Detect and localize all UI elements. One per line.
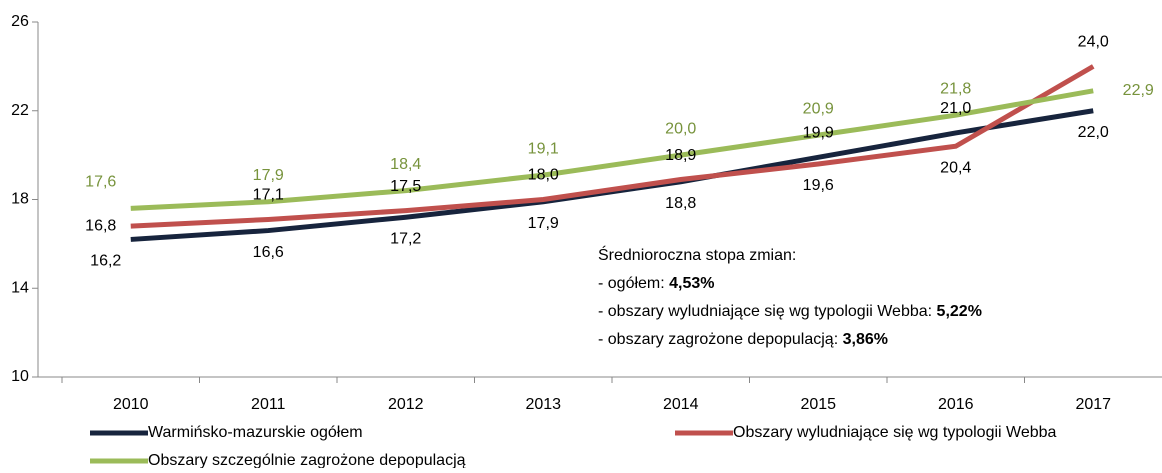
series-line — [130, 88, 1094, 211]
x-tick-label: 2011 — [251, 396, 286, 413]
data-label: 24,0 — [1078, 34, 1109, 51]
legend-label: Obszary wyludniające się wg typologii We… — [733, 424, 1057, 441]
data-label: 19,9 — [803, 125, 834, 142]
data-label: 18,0 — [528, 167, 559, 184]
data-label: 20,0 — [665, 120, 696, 137]
legend-label: Obszary szczególnie zagrożone depopulacj… — [148, 452, 466, 468]
data-label: 19,1 — [528, 140, 559, 157]
x-tick-label: 2012 — [388, 396, 424, 413]
series-line — [130, 64, 1095, 229]
annotation-label: - ogółem: — [598, 275, 669, 292]
y-tick-label: 22 — [11, 102, 29, 119]
data-label: 18,4 — [390, 156, 421, 173]
data-label: 17,1 — [253, 187, 284, 204]
data-label: 17,2 — [390, 230, 421, 247]
annotation-value: 4,53% — [669, 275, 714, 292]
x-tick-label: 2013 — [525, 396, 561, 413]
data-label: 19,6 — [803, 177, 834, 194]
x-tick-label: 2017 — [1075, 396, 1111, 413]
data-label: 17,9 — [253, 167, 284, 184]
y-tick-label: 14 — [11, 279, 29, 296]
data-label: 18,8 — [665, 195, 696, 212]
x-tick-label: 2010 — [113, 396, 149, 413]
annotation-label: - obszary wyludniające się wg typologii … — [598, 303, 937, 320]
data-label: 16,2 — [90, 253, 121, 270]
annotation-label: - obszary zagrożone depopulacją: — [598, 331, 843, 348]
data-label: 17,9 — [528, 215, 559, 232]
data-label: 17,6 — [85, 174, 116, 191]
annotation-value: 3,86% — [843, 331, 888, 348]
annotation: Średnioroczna stopa zmian: - ogółem: 4,53… — [598, 245, 982, 348]
data-label: 20,4 — [940, 159, 971, 176]
data-label: 18,9 — [665, 147, 696, 164]
data-label: 22,9 — [1123, 82, 1154, 99]
x-tick-label: 2014 — [663, 396, 699, 413]
data-label: 16,8 — [85, 217, 116, 234]
legend-label: Warmińsko-mazurskie ogółem — [148, 424, 363, 441]
data-label: 22,0 — [1078, 124, 1109, 141]
y-tick-label: 26 — [11, 13, 29, 30]
data-label: 16,6 — [253, 244, 284, 261]
annotation-title: Średnioroczna stopa zmian: — [598, 245, 796, 264]
data-label: 20,9 — [803, 100, 834, 117]
y-tick-label: 18 — [11, 191, 29, 208]
data-label: 21,8 — [940, 80, 971, 97]
y-tick-label: 10 — [11, 368, 29, 385]
data-label: 17,5 — [390, 178, 421, 195]
annotation-value: 5,22% — [937, 303, 982, 320]
x-tick-label: 2015 — [800, 396, 836, 413]
data-label: 21,0 — [940, 100, 971, 117]
x-tick-label: 2016 — [938, 396, 974, 413]
